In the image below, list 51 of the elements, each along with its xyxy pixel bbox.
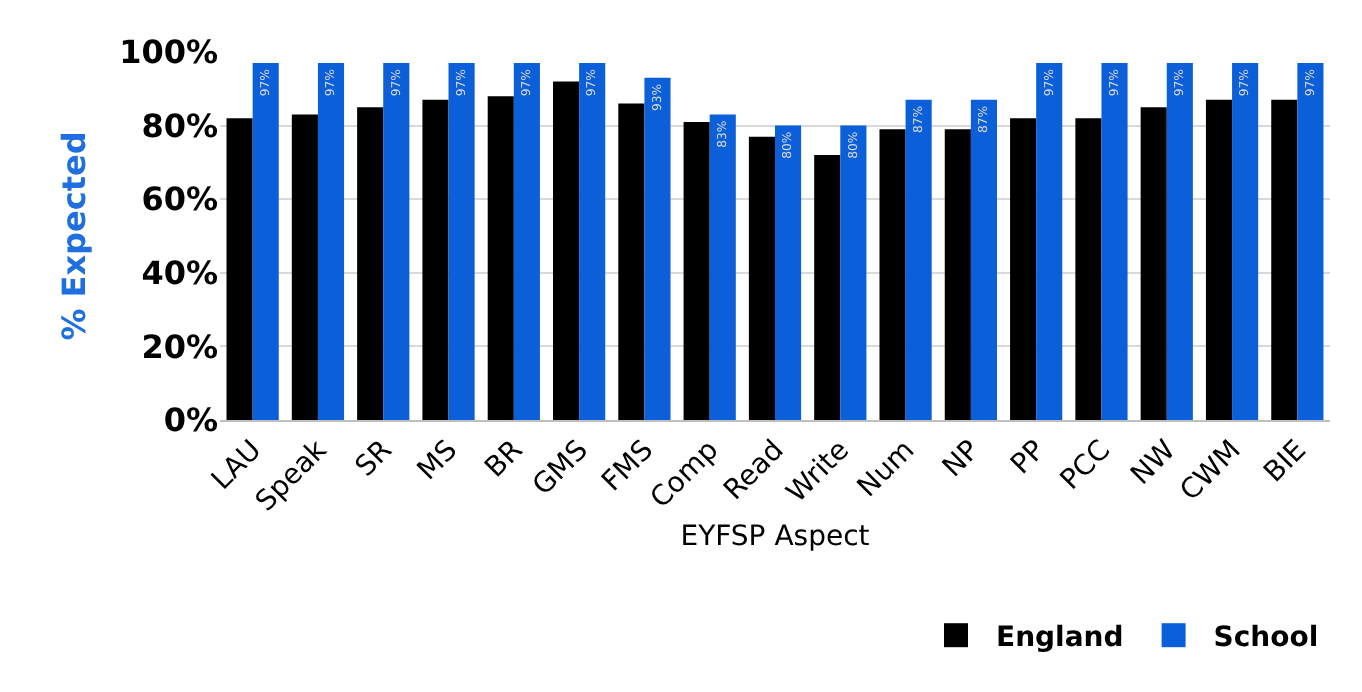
y-tick-label: 60% [141,180,218,219]
y-tick-label: 80% [141,106,218,145]
bar [1297,63,1324,420]
x-tick-label: NW [1125,434,1183,492]
x-tick-label: SR [349,434,400,484]
bar [1271,99,1298,420]
bar [1232,63,1259,420]
bar [970,99,997,420]
y-tick-label: 100% [119,33,218,72]
bar [487,96,514,420]
x-tick-label: MS [411,434,465,487]
bar [579,63,606,420]
bar [618,103,645,420]
legend-label: School [1213,622,1319,655]
bar [944,129,971,420]
x-tick-label: BIE [1258,434,1313,490]
bar [1140,107,1167,420]
x-tick-label: NP [937,434,987,484]
bar [1075,118,1102,420]
y-axis-title: % Expected [54,131,93,341]
bar [748,136,775,420]
bar [905,99,932,420]
x-tick-label: PP [1005,434,1052,482]
y-tick-label: 0% [163,401,218,440]
x-tick-label: BR [479,434,530,485]
bar [814,155,841,420]
bar [1010,118,1037,420]
bar [1101,63,1128,420]
bar [422,99,449,420]
bar [291,114,318,420]
bar [709,114,736,420]
bar [1036,63,1063,420]
bar [879,129,906,420]
bar [644,77,671,420]
bar [226,118,253,420]
bar [775,125,802,420]
y-tick-label: 20% [141,327,218,366]
bar [1205,99,1233,420]
bar [683,121,710,420]
y-tick-label: 40% [141,254,218,292]
x-axis-title: EYFSP Aspect [680,520,871,553]
bar [252,63,279,420]
legend-label: England [996,622,1124,655]
bar [383,63,410,420]
bar [513,63,540,420]
bar [553,81,580,420]
bar [840,125,867,420]
bar [357,107,384,420]
bar [1166,63,1193,420]
bar [317,63,345,420]
bar [448,63,475,420]
